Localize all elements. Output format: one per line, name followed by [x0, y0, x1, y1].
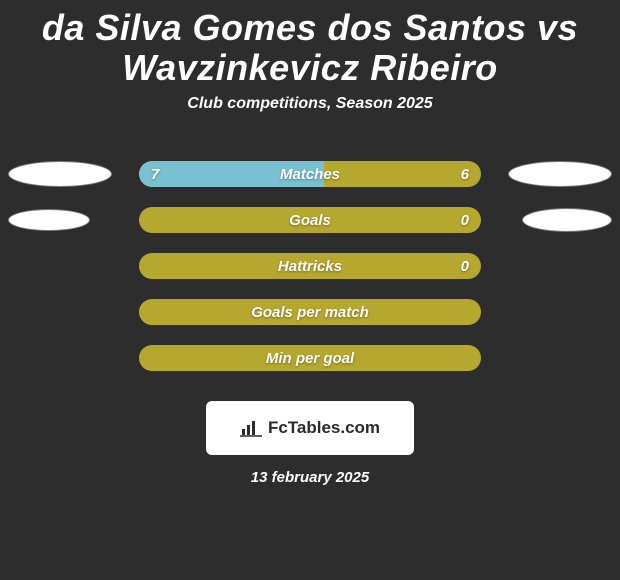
right-ellipse	[522, 208, 612, 232]
stat-value-right: 6	[461, 161, 469, 187]
stat-label: Goals	[139, 207, 481, 233]
stat-row: Hattricks0	[0, 243, 620, 289]
stat-label: Goals per match	[139, 299, 481, 325]
stat-row: Matches7 6	[0, 151, 620, 197]
stat-bar: Goals0	[139, 207, 481, 233]
stat-bar: Min per goal	[139, 345, 481, 371]
stat-value-right: 0	[461, 207, 469, 233]
brand-text: FcTables.com	[268, 418, 380, 438]
stat-bar: Matches7 6	[139, 161, 481, 187]
stat-rows: Matches76Goals0Hattricks0Goals per match…	[0, 151, 620, 381]
stat-label: Hattricks	[139, 253, 481, 279]
stat-value-left: 7	[151, 161, 159, 187]
subtitle: Club competitions, Season 2025	[0, 95, 620, 113]
stat-bar: Goals per match	[139, 299, 481, 325]
comparison-infographic: da Silva Gomes dos Santos vs Wavzinkevic…	[0, 0, 620, 580]
stat-bar: Hattricks0	[139, 253, 481, 279]
stat-row: Goals per match	[0, 289, 620, 335]
page-title: da Silva Gomes dos Santos vs Wavzinkevic…	[0, 0, 620, 87]
brand-card: FcTables.com	[206, 401, 414, 455]
stat-label: Matches	[139, 161, 481, 187]
date-text: 13 february 2025	[0, 469, 620, 486]
bar-chart-icon	[240, 419, 262, 437]
stat-row: Min per goal	[0, 335, 620, 381]
stat-row: Goals0	[0, 197, 620, 243]
stat-label: Min per goal	[139, 345, 481, 371]
left-ellipse	[8, 161, 112, 187]
right-ellipse	[508, 161, 612, 187]
left-ellipse	[8, 209, 90, 231]
stat-value-right: 0	[461, 253, 469, 279]
